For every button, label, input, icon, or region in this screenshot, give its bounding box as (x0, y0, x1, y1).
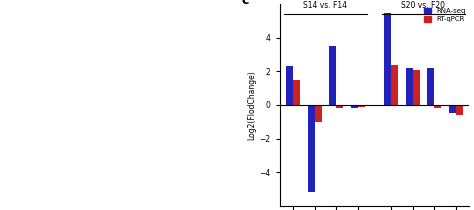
Bar (391, 65, 398, 105)
Legend: RNA-seq, RT-qPCR: RNA-seq, RT-qPCR (424, 8, 466, 22)
Bar (329, 46, 337, 105)
Bar (293, 80, 300, 105)
Bar (337, 105, 343, 108)
Bar (428, 68, 434, 105)
Bar (358, 105, 365, 107)
Text: c: c (242, 0, 249, 7)
Bar (406, 68, 412, 105)
Bar (412, 70, 419, 105)
Bar (308, 105, 315, 192)
Bar (351, 105, 358, 108)
Text: S20 vs. F20: S20 vs. F20 (401, 1, 446, 10)
Y-axis label: Log2(FlodChange): Log2(FlodChange) (247, 70, 256, 140)
Bar (456, 105, 463, 115)
Text: S14 vs. F14: S14 vs. F14 (303, 1, 347, 10)
Bar (315, 105, 321, 122)
Bar (286, 66, 293, 105)
Bar (384, 13, 391, 105)
Bar (449, 105, 456, 113)
Bar (434, 105, 441, 108)
